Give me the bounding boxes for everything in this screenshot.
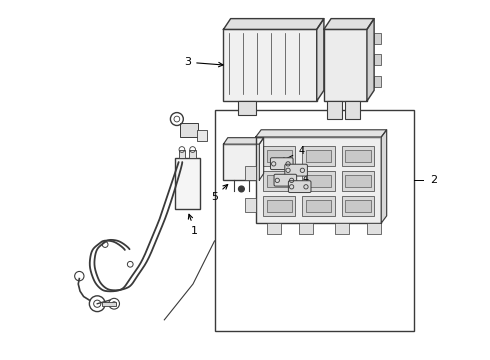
- FancyBboxPatch shape: [285, 164, 307, 176]
- Bar: [342, 196, 374, 216]
- Circle shape: [239, 186, 245, 192]
- Bar: [245, 198, 256, 212]
- Bar: [238, 101, 256, 116]
- FancyBboxPatch shape: [270, 158, 293, 170]
- Bar: [101, 302, 116, 306]
- Bar: [345, 101, 360, 119]
- Text: 1: 1: [188, 214, 198, 236]
- Bar: [302, 196, 335, 216]
- Text: 5: 5: [211, 185, 228, 202]
- Bar: [342, 146, 374, 166]
- Bar: [263, 196, 295, 216]
- Bar: [215, 110, 414, 330]
- Bar: [223, 30, 317, 101]
- Bar: [367, 223, 381, 234]
- Bar: [263, 146, 295, 166]
- FancyBboxPatch shape: [274, 174, 296, 186]
- Bar: [374, 33, 381, 44]
- Bar: [374, 54, 381, 65]
- Bar: [267, 149, 292, 162]
- Bar: [256, 137, 381, 223]
- Bar: [180, 123, 198, 137]
- Polygon shape: [223, 19, 324, 30]
- Polygon shape: [256, 130, 387, 137]
- Bar: [345, 149, 370, 162]
- Polygon shape: [324, 19, 374, 30]
- Polygon shape: [317, 19, 324, 101]
- Polygon shape: [367, 19, 374, 101]
- Bar: [179, 149, 185, 158]
- Bar: [245, 166, 256, 180]
- Bar: [267, 223, 281, 234]
- Polygon shape: [223, 138, 264, 144]
- Polygon shape: [381, 130, 387, 223]
- Bar: [267, 200, 292, 212]
- Bar: [223, 144, 259, 180]
- Bar: [345, 175, 370, 187]
- Text: 2: 2: [430, 175, 437, 185]
- Text: 4: 4: [281, 146, 304, 161]
- Bar: [267, 175, 292, 187]
- Bar: [190, 149, 196, 158]
- Bar: [302, 171, 335, 191]
- Bar: [327, 101, 342, 119]
- Text: 3: 3: [184, 57, 223, 67]
- Bar: [342, 171, 374, 191]
- Polygon shape: [259, 138, 264, 180]
- Bar: [306, 200, 331, 212]
- FancyBboxPatch shape: [289, 181, 311, 193]
- Bar: [324, 30, 367, 101]
- Bar: [335, 223, 349, 234]
- Bar: [306, 175, 331, 187]
- Bar: [196, 130, 207, 140]
- Bar: [175, 158, 200, 209]
- Bar: [374, 76, 381, 87]
- Bar: [299, 223, 313, 234]
- Bar: [263, 171, 295, 191]
- Bar: [302, 146, 335, 166]
- Text: 4: 4: [288, 174, 309, 184]
- Bar: [345, 200, 370, 212]
- Bar: [306, 149, 331, 162]
